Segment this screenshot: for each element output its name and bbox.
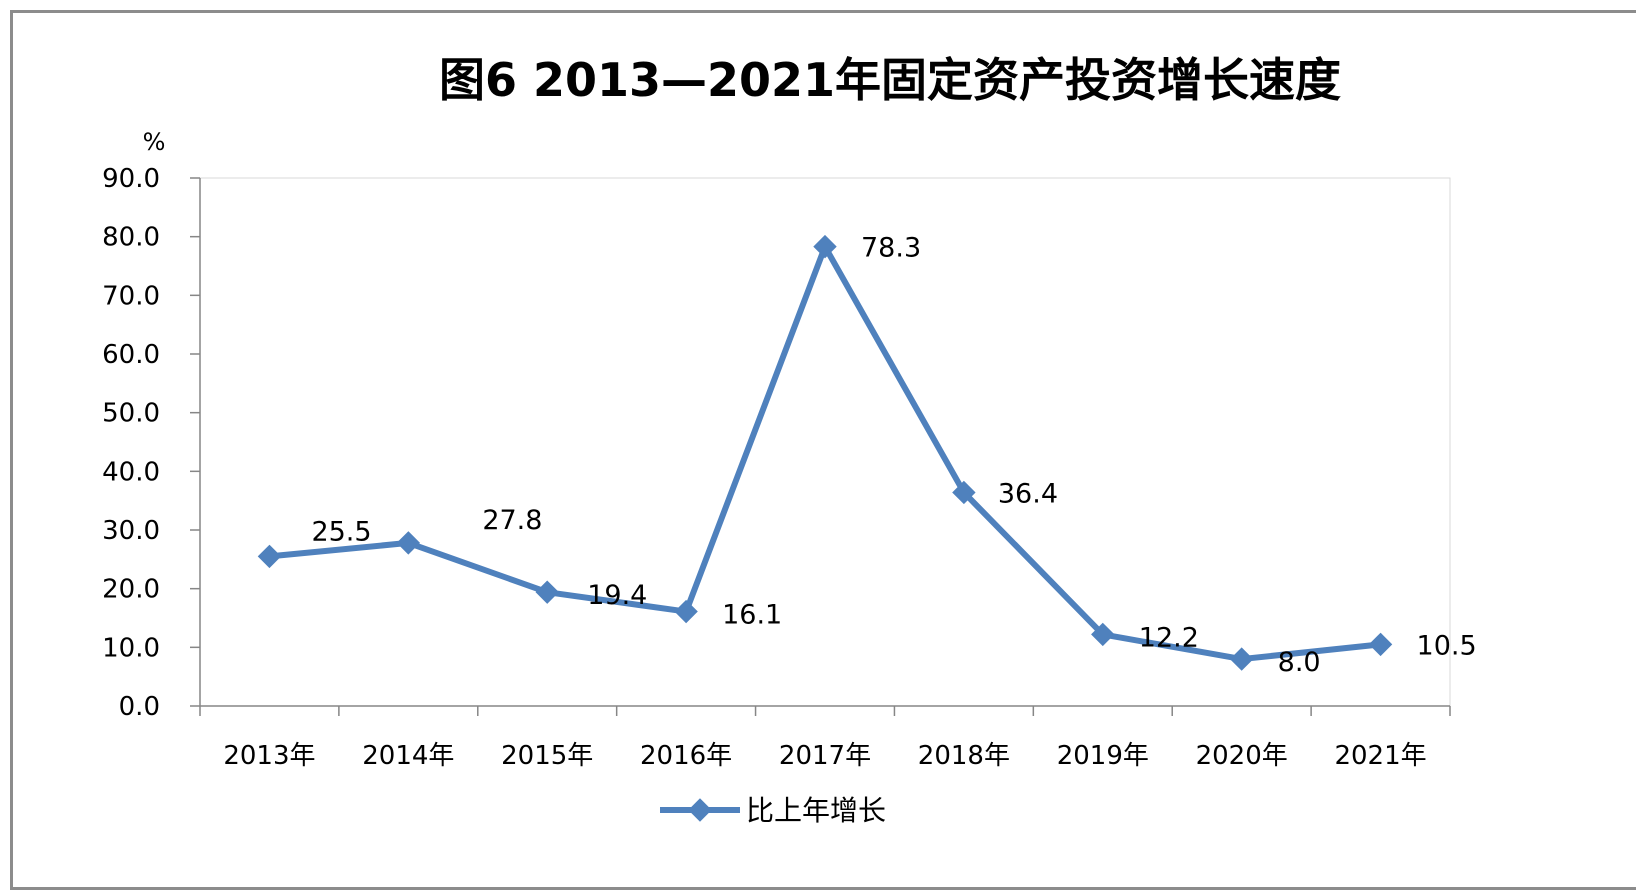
- plot-area: [199, 177, 1451, 707]
- x-tick-label: 2013年: [223, 741, 315, 771]
- data-label: 78.3: [861, 233, 921, 264]
- x-tick-label: 2020年: [1196, 741, 1288, 771]
- data-label: 27.8: [482, 505, 542, 536]
- x-tick-label: 2019年: [1057, 741, 1149, 771]
- x-tick-label: 2015年: [501, 741, 593, 771]
- axes: [199, 178, 1450, 707]
- x-axis-ticks: 2013年 2014年 2015年 2016年 2017年 2018年 2019年 2020年…: [199, 706, 1451, 771]
- data-label: 16.1: [722, 600, 782, 631]
- data-point-marker: [952, 480, 976, 505]
- x-tick-label: 2017年: [779, 741, 871, 771]
- x-tick-label: 2014年: [362, 741, 454, 771]
- data-label: 10.5: [1417, 630, 1477, 661]
- y-tick-label: 90.0: [102, 164, 160, 194]
- y-tick-label: 10.0: [102, 633, 160, 663]
- line-chart: 图6 2013—2021年固定资产投资增长速度 % 0.0 10.0 20.0 30.…: [102, 53, 1477, 827]
- y-tick-label: 40.0: [102, 457, 160, 487]
- legend: 比上年增长: [660, 794, 886, 827]
- chart-title: 图6 2013—2021年固定资产投资增长速度: [439, 53, 1341, 107]
- data-labels: 25.5 27.8 19.4 16.1 78.3 36.4 12.2 8.0 10.5: [311, 233, 1476, 678]
- data-point-marker: [396, 531, 421, 555]
- data-label: 19.4: [587, 580, 647, 611]
- data-point-marker: [1091, 622, 1115, 647]
- x-tick-label: 2021年: [1334, 741, 1426, 771]
- data-point-marker: [674, 599, 698, 624]
- data-point-marker: [1229, 647, 1254, 671]
- y-tick-label: 80.0: [102, 223, 160, 253]
- data-point-marker: [1368, 632, 1393, 657]
- data-label: 8.0: [1278, 647, 1321, 678]
- legend-marker: [688, 798, 712, 822]
- data-point-marker: [813, 234, 837, 259]
- data-label: 12.2: [1139, 622, 1199, 653]
- y-tick-label: 70.0: [102, 281, 160, 311]
- y-axis-ticks: 0.0 10.0 20.0 30.0 40.0 50.0 60.0 70.0 80.0 90.0: [102, 164, 200, 722]
- legend-label: 比上年增长: [746, 794, 886, 827]
- y-axis-unit: %: [143, 128, 166, 156]
- y-tick-label: 20.0: [102, 575, 160, 605]
- y-tick-label: 50.0: [102, 399, 160, 429]
- x-tick-label: 2018年: [918, 741, 1010, 771]
- y-tick-label: 30.0: [102, 516, 160, 546]
- x-tick-label: 2016年: [640, 741, 732, 771]
- data-label: 25.5: [311, 516, 371, 547]
- data-label: 36.4: [998, 478, 1058, 509]
- series-layer: [257, 234, 1393, 671]
- data-point-marker: [257, 544, 282, 569]
- data-point-marker: [535, 580, 559, 604]
- y-tick-label: 60.0: [102, 340, 160, 370]
- y-tick-label: 0.0: [119, 692, 160, 722]
